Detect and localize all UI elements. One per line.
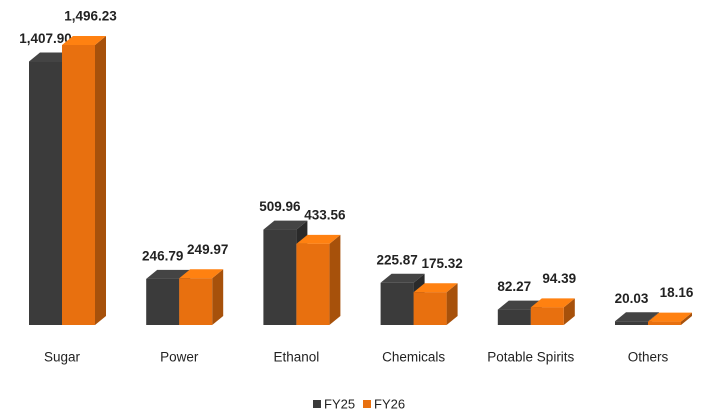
bar-side: [563, 298, 575, 325]
bar: [296, 243, 330, 325]
data-label: 509.96: [259, 199, 301, 214]
bar-top: [179, 269, 224, 279]
data-label: 175.32: [421, 256, 462, 271]
bar-top: [146, 269, 191, 279]
bar: [413, 292, 447, 325]
bar: [648, 321, 681, 325]
bar: [146, 278, 180, 325]
data-label: 20.03: [615, 291, 649, 306]
bar: [179, 278, 213, 325]
legend-swatch: [363, 400, 371, 408]
data-label: 18.16: [660, 285, 694, 300]
bar-top: [62, 36, 106, 45]
bar-top: [530, 298, 575, 308]
bar: [29, 61, 62, 325]
bar: [380, 282, 414, 325]
bar: [530, 307, 564, 325]
data-label: 246.79: [142, 248, 183, 263]
x-tick-label: Others: [628, 350, 669, 365]
x-tick-label: Sugar: [44, 350, 81, 365]
data-label: 225.87: [376, 252, 417, 267]
legend-label: FY25: [324, 396, 355, 411]
bar-side: [95, 36, 106, 325]
x-tick-label: Power: [160, 350, 199, 365]
legend-label: FY26: [374, 396, 405, 411]
x-tick-label: Ethanol: [274, 350, 320, 365]
bar: [615, 321, 648, 325]
data-label: 82.27: [497, 279, 531, 294]
bar-side: [212, 269, 224, 325]
bar-top: [296, 234, 341, 244]
bar-top: [648, 312, 692, 322]
bar-top: [615, 312, 659, 322]
data-label: 1,407.90: [19, 31, 72, 46]
bar-side: [681, 312, 692, 325]
bar-top: [413, 283, 458, 293]
bar: [497, 309, 531, 325]
bar-top: [380, 273, 425, 283]
bar-side: [446, 283, 458, 325]
x-tick-label: Potable Spirits: [487, 350, 574, 365]
data-label: 433.56: [304, 207, 346, 222]
bar-top: [263, 220, 308, 230]
legend-swatch: [313, 400, 321, 408]
data-label: 249.97: [187, 242, 228, 257]
bar-side: [329, 234, 341, 325]
bar: [263, 229, 297, 325]
data-label: 94.39: [542, 271, 576, 286]
bar: [62, 45, 95, 325]
data-label: 1,496.23: [64, 9, 117, 24]
x-tick-label: Chemicals: [382, 350, 445, 365]
